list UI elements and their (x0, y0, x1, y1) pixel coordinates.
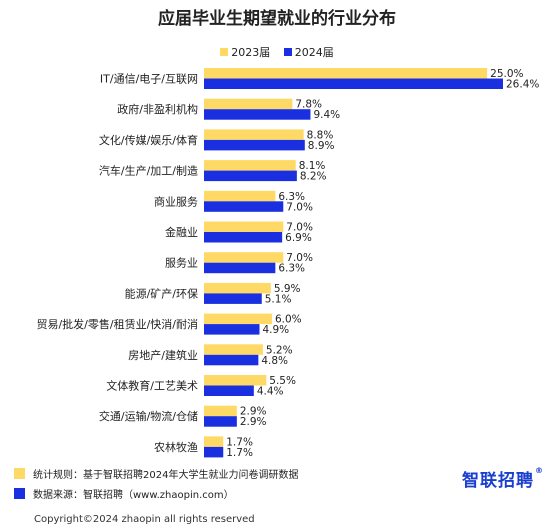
category-label: 房地产/建筑业 (128, 348, 198, 362)
category-label: 金融业 (165, 225, 198, 239)
legend: 2023届 2024届 (0, 44, 554, 60)
bar-chart: IT/通信/电子/互联网 25.0%26.4% 政府/非盈利机构 7.8%9.4% 文化… (36, 68, 539, 459)
bar-2024 (204, 293, 262, 304)
legend-swatch-2023 (220, 48, 229, 56)
stat-rule-text: 统计规则：基于智联招聘2024年大学生就业力问卷调研数据 (33, 470, 299, 481)
category-label: 服务业 (165, 257, 198, 270)
data-label: 8.8% (307, 129, 334, 141)
bar-2024 (204, 139, 305, 151)
data-label: 5.1% (265, 293, 292, 305)
data-label: 6.0% (275, 314, 302, 326)
bar-2023 (204, 436, 224, 447)
data-label: 7.0% (286, 252, 313, 264)
bar-2024 (204, 262, 276, 274)
bar-2023 (204, 252, 284, 263)
bar-2024 (204, 232, 283, 243)
bar-2023 (204, 129, 304, 140)
data-source-text: 数据来源：智联招聘（www.zhaopin.com） (33, 490, 234, 501)
bar-2023 (204, 68, 488, 79)
bar-2024 (204, 170, 297, 182)
category-label: 农林牧渔 (154, 440, 198, 454)
data-label: 2.9% (240, 416, 267, 428)
bar-2023 (204, 282, 271, 294)
data-label: 5.5% (269, 375, 296, 387)
bar-2024 (204, 109, 311, 120)
bar-2023 (204, 190, 276, 202)
category-label: 商业服务 (154, 194, 198, 208)
bar-2024 (204, 324, 260, 335)
bar-2024 (204, 354, 259, 366)
copyright: Copyright©2024 zhaopin all rights reserv… (34, 514, 255, 525)
footer-data-source: 数据来源：智联招聘（www.zhaopin.com） (14, 486, 234, 501)
bar-2023 (204, 160, 296, 171)
bar-2024 (204, 416, 237, 427)
data-label: 8.2% (300, 171, 327, 183)
category-label: 汽车/生产/加工/制造 (99, 164, 198, 178)
bar-2023 (204, 375, 267, 386)
legend-label-2024: 2024届 (294, 46, 334, 59)
footer-square-yellow (14, 468, 25, 479)
data-label: 7.0% (286, 201, 313, 213)
legend-swatch-2024 (283, 48, 292, 56)
legend-label-2023: 2023届 (231, 46, 271, 59)
data-label: 1.7% (226, 447, 253, 459)
bar-2024 (204, 78, 503, 89)
chart-title: 应届毕业生期望就业的行业分布 (158, 9, 396, 29)
bar-2024 (204, 201, 284, 212)
bar-2023 (204, 344, 263, 355)
data-label: 7.0% (286, 222, 313, 234)
footer-stat-rule: 统计规则：基于智联招聘2024年大学生就业力问卷调研数据 (14, 466, 298, 481)
category-label: 文化/传媒/娱乐/体育 (99, 133, 198, 147)
category-label: IT/通信/电子/互联网 (100, 73, 198, 86)
bar-2023 (204, 98, 293, 110)
data-label: 4.4% (257, 386, 284, 398)
data-label: 4.8% (261, 355, 288, 367)
data-label: 8.9% (308, 140, 335, 152)
data-label: 6.3% (278, 191, 305, 203)
footer-square-blue (14, 488, 25, 499)
data-label: 6.9% (285, 232, 312, 244)
data-label: 1.7% (226, 436, 253, 448)
bar-2023 (204, 405, 237, 417)
data-label: 5.2% (266, 344, 293, 356)
bar-2023 (204, 313, 272, 325)
category-label: 交通/运输/物流/仓储 (99, 409, 198, 423)
category-label: 文体教育/工艺美术 (106, 379, 198, 393)
bar-2024 (204, 385, 254, 396)
bar-2023 (204, 221, 284, 232)
logo-text: 智联招聘 (462, 471, 534, 491)
zhaopin-logo: 智联招聘® (462, 466, 544, 491)
data-label: 2.9% (240, 406, 267, 418)
category-label: 能源/矿产/环保 (125, 286, 198, 300)
category-label: 政府/非盈利机构 (117, 102, 198, 116)
data-label: 4.9% (262, 324, 289, 336)
bar-2024 (204, 446, 224, 458)
data-label: 6.3% (278, 263, 305, 275)
legend-item-2023: 2023届 (220, 44, 270, 60)
legend-item-2024: 2024届 (283, 44, 334, 60)
data-label: 8.1% (299, 160, 326, 172)
data-label: 25.0% (490, 68, 523, 80)
logo-trademark: ® (535, 466, 544, 475)
data-label: 26.4% (506, 79, 539, 91)
data-label: 7.8% (295, 99, 322, 111)
category-label: 贸易/批发/零售/租赁业/快消/耐消 (36, 317, 198, 331)
data-label: 9.4% (313, 109, 340, 121)
data-label: 5.9% (274, 283, 301, 295)
